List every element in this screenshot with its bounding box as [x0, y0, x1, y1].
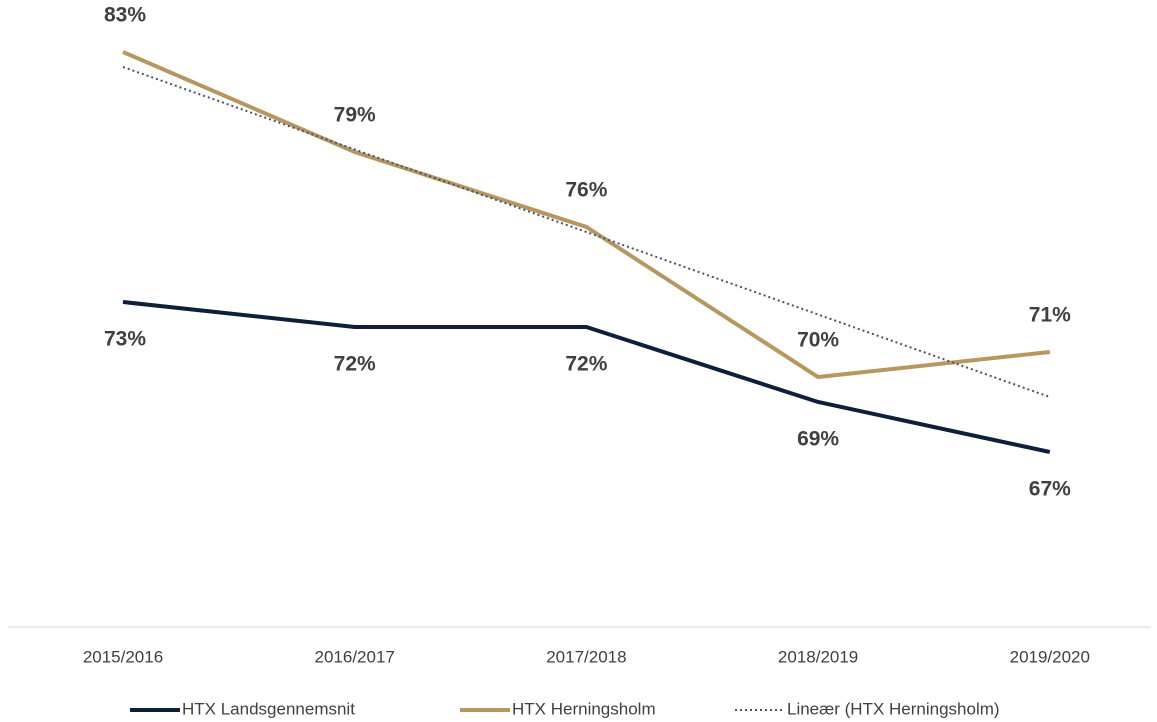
- data-label: 83%: [104, 4, 146, 27]
- data-label: 71%: [1029, 304, 1071, 327]
- data-label: 69%: [797, 428, 839, 451]
- x-tick-label: 2017/2018: [546, 647, 626, 666]
- data-label: 73%: [104, 328, 146, 351]
- x-tick-label: 2016/2017: [315, 647, 395, 666]
- data-label: 79%: [334, 104, 376, 127]
- series-line: [122, 300, 1051, 454]
- series-line: [122, 50, 1051, 380]
- legend-label: HTX Herningsholm: [512, 699, 656, 718]
- data-label: 76%: [565, 179, 607, 202]
- data-label: 67%: [1029, 478, 1071, 501]
- legend-label: Lineær (HTX Herningsholm): [787, 699, 1000, 718]
- legend-label: HTX Landsgennemsnit: [182, 699, 355, 718]
- data-label: 72%: [565, 353, 607, 376]
- x-tick-label: 2018/2019: [778, 647, 858, 666]
- data-label: 70%: [797, 329, 839, 352]
- series-line: [122, 66, 1051, 398]
- x-tick-label: 2019/2020: [1010, 647, 1090, 666]
- data-label: 72%: [334, 353, 376, 376]
- x-tick-label: 2015/2016: [83, 647, 163, 666]
